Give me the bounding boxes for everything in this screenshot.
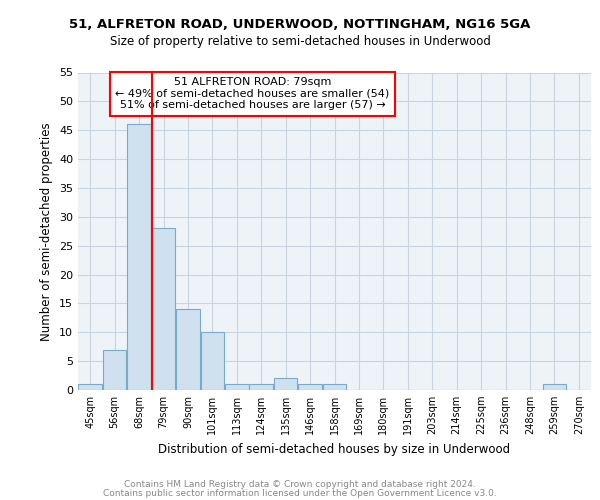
Text: Contains public sector information licensed under the Open Government Licence v3: Contains public sector information licen… (103, 488, 497, 498)
Bar (127, 124, 151, 390)
Text: Contains HM Land Registry data © Crown copyright and database right 2024.: Contains HM Land Registry data © Crown c… (124, 480, 476, 489)
Text: Size of property relative to semi-detached houses in Underwood: Size of property relative to semi-detach… (110, 35, 490, 48)
Text: 51, ALFRETON ROAD, UNDERWOOD, NOTTINGHAM, NG16 5GA: 51, ALFRETON ROAD, UNDERWOOD, NOTTINGHAM… (70, 18, 530, 30)
Bar (225, 384, 248, 390)
Text: 51 ALFRETON ROAD: 79sqm
← 49% of semi-detached houses are smaller (54)
51% of se: 51 ALFRETON ROAD: 79sqm ← 49% of semi-de… (115, 78, 389, 110)
Y-axis label: Number of semi-detached properties: Number of semi-detached properties (40, 122, 53, 340)
Bar (274, 378, 298, 390)
Bar (298, 384, 322, 390)
Bar (323, 384, 346, 390)
Bar (103, 350, 127, 390)
Bar (250, 384, 273, 390)
Bar (79, 384, 102, 390)
X-axis label: Distribution of semi-detached houses by size in Underwood: Distribution of semi-detached houses by … (158, 442, 511, 456)
Bar (176, 309, 200, 390)
Bar (542, 384, 566, 390)
Bar (152, 228, 175, 390)
Bar (200, 332, 224, 390)
